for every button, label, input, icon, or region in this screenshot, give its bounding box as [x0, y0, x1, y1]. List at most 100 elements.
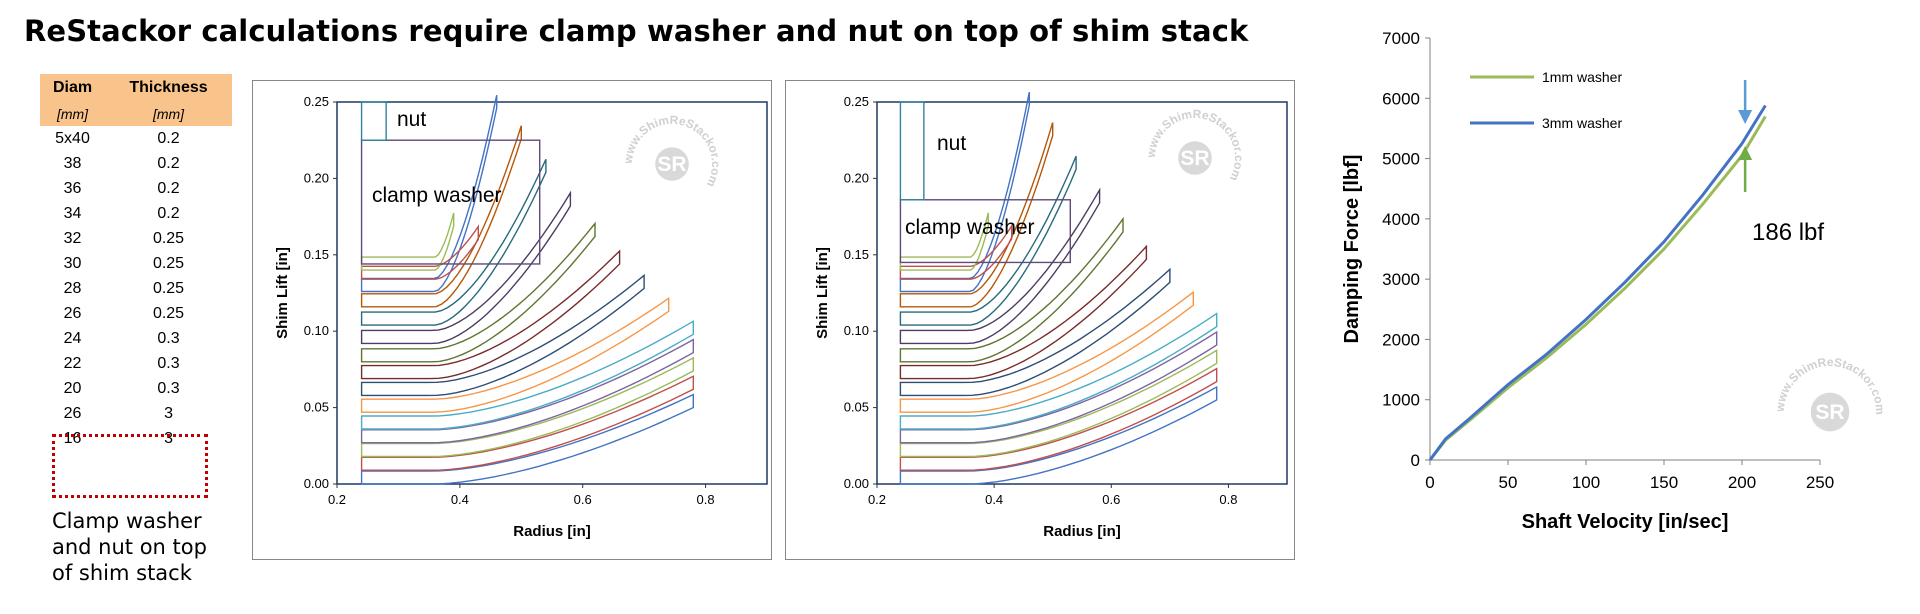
y-tick-label: 0.20: [304, 170, 329, 185]
damping-force-chart: 0 1000 2000 3000 4000 5000 6000 7000 0 50 100 150 20…: [1341, 29, 1887, 533]
shim-outline: [360, 393, 694, 485]
clamp-washer-label: clamp washer: [372, 184, 502, 207]
shim-outline: [360, 221, 596, 363]
y-tick-label: 0: [1411, 451, 1420, 470]
clamp-note: Clamp washer and nut on top of shim stac…: [52, 508, 252, 586]
cell-diam: 24: [63, 329, 82, 347]
watermark-initials: SR: [1180, 147, 1209, 170]
y-tick-label: 0.15: [844, 247, 869, 262]
shim-outline: [899, 385, 1218, 485]
shim-outline: [360, 224, 479, 280]
table-row: 28 0.25: [40, 276, 232, 301]
nut-label: nut: [397, 108, 426, 131]
unit-thickness: [mm]: [105, 102, 232, 126]
shim-lift-chart-middle: 0.00 0.05 0.10 0.15 0.20 0.25 0.2 0.4 0.6 0.8 Radi…: [785, 80, 1295, 560]
shim-outline: [899, 223, 1013, 280]
cell-diam: 22: [63, 354, 82, 372]
x-tick-label: 0.4: [451, 492, 469, 507]
nut-label: nut: [937, 132, 966, 155]
cell-diam: 5x40: [55, 129, 90, 147]
shim-outline: [360, 125, 522, 308]
shim-outline: [360, 212, 455, 271]
nut-outline: [899, 101, 925, 201]
y-axis-label: Shim Lift [in]: [274, 247, 291, 339]
cell-thickness: 0.25: [152, 304, 185, 322]
clamp-washer-outline: [899, 199, 1071, 264]
watermark-circle: [1178, 141, 1212, 175]
shim-outline: [899, 122, 1054, 308]
y-tick-label: 6000: [1382, 89, 1420, 108]
y-tick-label: 0.00: [844, 476, 869, 491]
shim-outline: [899, 187, 1101, 345]
y-tick-label: 0.00: [304, 476, 329, 491]
clamp-washer-outline: [360, 139, 541, 265]
shim-outline: [899, 216, 1124, 363]
shim-outline: [899, 367, 1218, 471]
watermark-initials: SR: [1815, 401, 1844, 424]
x-axis-label: Radius [in]: [513, 523, 591, 540]
clamp-note-line: and nut on top: [52, 535, 207, 559]
y-tick-label: 0.05: [844, 400, 869, 415]
plot-area: [876, 101, 1288, 485]
shim-lift-chart-left: 0.00 0.05 0.10 0.15 0.20 0.25 0.2 0.4 0.6 0.8 Radi…: [252, 80, 772, 560]
cell-diam: 38: [63, 154, 82, 172]
shim-outline: [360, 273, 645, 397]
column-header-thickness: Thickness: [105, 74, 232, 102]
nut-outline: [360, 101, 387, 141]
legend-label: 1mm washer: [1542, 69, 1622, 85]
shim-outline: [360, 320, 694, 430]
clamp-note-line: Clamp washer: [52, 509, 202, 533]
shim-outline: [360, 356, 694, 458]
clamp-washer-nut-highlight: [52, 434, 208, 498]
table-row: 30 0.25: [40, 251, 232, 276]
shim-outline: [899, 290, 1194, 413]
x-axis-label: Shaft Velocity [in/sec]: [1522, 511, 1729, 533]
y-axis-label: Damping Force [lbf]: [1341, 155, 1363, 344]
plot-area: [336, 101, 768, 485]
x-tick-label: 100: [1572, 473, 1600, 492]
shim-outline: [899, 155, 1077, 326]
y-tick-label: 0.20: [844, 170, 869, 185]
cell-thickness: 0.25: [152, 229, 185, 247]
table-row: 34 0.2: [40, 201, 232, 226]
y-axis-label: Shim Lift [in]: [814, 247, 831, 339]
legend-label: 3mm washer: [1542, 115, 1622, 131]
cell-thickness: 3: [164, 429, 173, 447]
clamp-washer-label: clamp washer: [905, 216, 1035, 239]
y-tick-label: 4000: [1382, 210, 1420, 229]
cell-diam: 28: [63, 279, 82, 297]
cell-diam: 26: [63, 304, 82, 322]
y-tick-label: 0.05: [304, 400, 329, 415]
units-row: [mm] [mm]: [40, 102, 232, 126]
y-tick-label: 0.10: [304, 323, 329, 338]
force-difference-label: 186 lbf: [1752, 219, 1824, 246]
cell-thickness: 0.2: [157, 204, 180, 222]
cell-thickness: 0.25: [152, 254, 185, 272]
x-tick-label: 0.2: [328, 492, 346, 507]
watermark-circle: [655, 147, 689, 181]
x-axis-label: Radius [in]: [1043, 523, 1121, 540]
cell-thickness: 0.2: [157, 179, 180, 197]
cell-thickness: 0.3: [157, 379, 180, 397]
table-row: 36 0.2: [40, 176, 232, 201]
cell-diam: 16: [63, 429, 82, 447]
shim-outline: [360, 249, 621, 380]
green-arrow: [1738, 146, 1753, 192]
shim-stack-table: Diam Thickness [mm] [mm] 5x40 0.2 38 0.2 36 0…: [40, 74, 232, 451]
y-tick-label: 7000: [1382, 29, 1420, 48]
table-row: 5x40 0.2: [40, 126, 232, 151]
table-row: 24 0.3: [40, 326, 232, 351]
table-row: 16 3: [40, 426, 232, 451]
shim-outline: [360, 338, 694, 444]
watermark-initials: SR: [657, 153, 686, 176]
series-line: [1428, 104, 1767, 461]
cell-thickness: 0.25: [152, 279, 185, 297]
y-tick-label: 1000: [1382, 391, 1420, 410]
x-tick-label: 0: [1425, 473, 1434, 492]
cell-diam: 32: [63, 229, 82, 247]
cell-thickness: 0.2: [157, 154, 180, 172]
table-row: 32 0.25: [40, 226, 232, 251]
blue-arrow-head: [1738, 110, 1753, 124]
shim-outline: [899, 212, 989, 271]
shim-outline: [899, 244, 1148, 380]
